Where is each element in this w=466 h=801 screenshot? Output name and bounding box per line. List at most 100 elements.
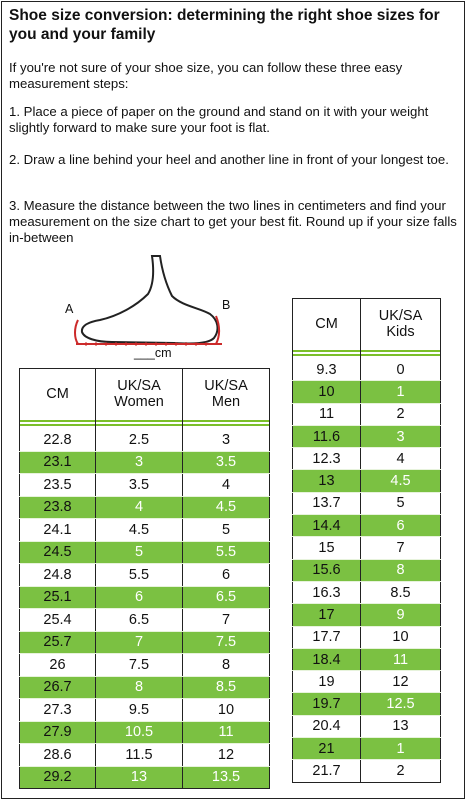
table-cell: 8: [182, 653, 270, 677]
table-cell: 4: [182, 473, 270, 497]
table-cell: 12: [182, 743, 270, 767]
table-row: 19.7 12.5: [292, 692, 441, 716]
separator: [19, 419, 96, 429]
table-row: 26.7 8 8.5: [19, 676, 270, 699]
table-row: 24.1 4.5 5: [19, 518, 270, 542]
table-cell: 13.5: [182, 766, 270, 789]
table-cell: 25.7: [19, 631, 96, 654]
table-cell: 4: [95, 496, 183, 519]
table-cell: 6.5: [95, 608, 183, 632]
table-cell: 11: [360, 648, 441, 672]
table-cell: 19.7: [292, 692, 361, 716]
foot-icon: [74, 255, 222, 346]
table-cell: 21: [292, 737, 361, 761]
table-cell: 8.5: [360, 581, 441, 605]
table-cell: 8.5: [182, 676, 270, 699]
table-row: 23.8 4 4.5: [19, 496, 270, 519]
table-cell: 11: [182, 721, 270, 744]
table-row: 16.3 8.5: [292, 581, 441, 605]
table-cell: 28.6: [19, 743, 96, 767]
table-cell: 3.5: [182, 451, 270, 474]
table-row: 12.3 4: [292, 447, 441, 471]
table-row: 15 7: [292, 536, 441, 560]
table-row: 22.8 2.5 3: [19, 429, 270, 452]
table-cell: 9.3: [292, 359, 361, 382]
table-row: 18.4 11: [292, 648, 441, 672]
table-row: 28.6 11.5 12: [19, 743, 270, 767]
label-cm: ___cm: [134, 346, 172, 360]
table-cell: 1: [360, 380, 441, 404]
table-row: 20.4 13: [292, 715, 441, 739]
table-cell: 24.1: [19, 518, 96, 542]
table-cell: 12.3: [292, 447, 361, 471]
table-row: 9.3 0: [292, 359, 441, 382]
separator: [292, 349, 361, 359]
table-row: 23.1 3 3.5: [19, 451, 270, 474]
label-b: B: [222, 298, 231, 312]
table-cell: 11: [292, 403, 361, 426]
table-cell: 7.5: [182, 631, 270, 654]
table-cell: 17.7: [292, 626, 361, 649]
table-cell: 6: [182, 563, 270, 587]
table-cell: 1: [360, 737, 441, 761]
header-cm: CM: [292, 298, 361, 349]
table-cell: 27.9: [19, 721, 96, 744]
table-cell: 9.5: [95, 698, 183, 722]
table-cell: 7: [360, 536, 441, 560]
table-cell: 11.6: [292, 425, 361, 449]
table-cell: 7: [95, 631, 183, 654]
table-row: 11 2: [292, 403, 441, 426]
table-cell: 3: [182, 429, 270, 452]
table-row: 11.6 3: [292, 425, 441, 449]
table-cell: 15: [292, 536, 361, 560]
table-cell: 3: [95, 451, 183, 474]
separator: [182, 419, 270, 429]
table-cell: 6: [360, 514, 441, 538]
table-row: 25.1 6 6.5: [19, 586, 270, 609]
table-cell: 2: [360, 403, 441, 426]
table-cell: 0: [360, 359, 441, 382]
table-cell: 25.4: [19, 608, 96, 632]
table-cell: 13.7: [292, 492, 361, 516]
table-cell: 5.5: [182, 541, 270, 564]
table-row: 26 7.5 8: [19, 653, 270, 677]
table-row: 13.7 5: [292, 492, 441, 516]
table-cell: 8: [360, 559, 441, 582]
table-row: 13 4.5: [292, 469, 441, 493]
table-cell: 13: [292, 469, 361, 493]
table-cell: 5: [360, 492, 441, 516]
table-row: 21.7 2: [292, 759, 441, 783]
header-kids: UK/SA Kids: [360, 298, 441, 349]
table-cell: 15.6: [292, 559, 361, 582]
table-cell: 13: [360, 715, 441, 739]
table-cell: 23.1: [19, 451, 96, 474]
step-1-text: 1. Place a piece of paper on the ground …: [9, 104, 429, 135]
table-cell: 4.5: [360, 469, 441, 493]
kids-size-table: CM UK/SA Kids 9.3 0 10 1 11 2 11.6 3 12.3 4 13 4.5 1…: [292, 298, 441, 783]
table-row: 24.8 5.5 6: [19, 563, 270, 587]
table-row: 25.7 7 7.5: [19, 631, 270, 654]
foot-measurement-illustration: [62, 250, 242, 370]
table-cell: 19: [292, 670, 361, 694]
header-women: UK/SA Women: [95, 368, 183, 419]
table-cell: 26.7: [19, 676, 96, 699]
table-row: 19 12: [292, 670, 441, 694]
table-cell: 6: [95, 586, 183, 609]
header-cm: CM: [19, 368, 96, 419]
table-cell: 10.5: [95, 721, 183, 744]
table-cell: 9: [360, 603, 441, 627]
table-row: 25.4 6.5 7: [19, 608, 270, 632]
table-cell: 29.2: [19, 766, 96, 789]
intro-text: If you're not sure of your shoe size, yo…: [9, 60, 403, 91]
table-cell: 14.4: [292, 514, 361, 538]
separator: [360, 349, 441, 359]
header-men: UK/SA Men: [182, 368, 270, 419]
table-row: 27.3 9.5 10: [19, 698, 270, 722]
table-row: 27.9 10.5 11: [19, 721, 270, 744]
separator: [95, 419, 183, 429]
table-cell: 11.5: [95, 743, 183, 767]
table-row: 24.5 5 5.5: [19, 541, 270, 564]
table-cell: 2.5: [95, 429, 183, 452]
table-row: 29.2 13 13.5: [19, 766, 270, 789]
